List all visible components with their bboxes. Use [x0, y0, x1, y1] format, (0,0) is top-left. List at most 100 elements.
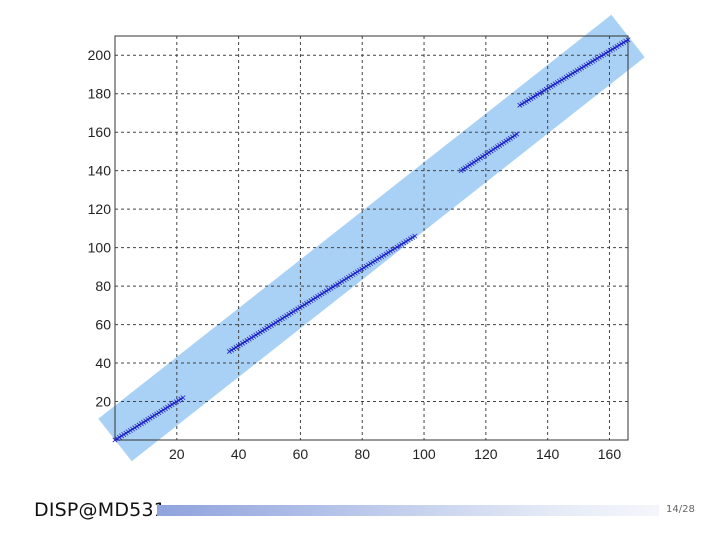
data-point: [180, 395, 186, 401]
data-point: [512, 133, 518, 139]
data-point: [379, 254, 385, 260]
data-point: [621, 40, 627, 46]
data-point: [156, 410, 162, 416]
data-point: [354, 269, 360, 275]
data-point: [583, 62, 589, 68]
plot-frame: [114, 35, 629, 441]
data-point: [112, 437, 118, 443]
data-point: [233, 344, 239, 350]
x-tick-label: 120: [474, 446, 498, 462]
data-point: [390, 247, 396, 253]
data-point: [257, 329, 263, 335]
data-point: [229, 347, 235, 353]
data-point: [169, 402, 175, 407]
data-point: [370, 259, 376, 265]
data-point: [171, 400, 177, 406]
data-point: [253, 332, 259, 338]
data-point: [505, 137, 511, 143]
data-point: [330, 284, 336, 290]
data-point: [363, 263, 369, 269]
data-point: [590, 58, 596, 64]
data-layer: [112, 37, 631, 443]
data-segment: [517, 37, 631, 108]
data-point: [585, 61, 591, 67]
data-point: [162, 406, 168, 412]
data-point: [601, 52, 607, 58]
tick-label-layer: 20 40 60 80 100 120 140 160 20 40 60 80 100 120 140 160…: [88, 47, 622, 462]
data-point: [352, 270, 358, 276]
y-tick-label: 20: [95, 394, 111, 410]
data-point: [368, 261, 374, 267]
data-point: [326, 287, 332, 293]
data-point: [127, 427, 133, 433]
data-point: [383, 251, 389, 257]
data-point: [612, 45, 618, 51]
data-point: [614, 44, 620, 50]
data-point: [361, 265, 367, 271]
data-point: [568, 72, 574, 78]
data-point: [130, 426, 136, 432]
data-point: [616, 42, 622, 48]
data-point: [407, 236, 413, 242]
data-point: [290, 309, 296, 315]
data-point: [143, 418, 149, 424]
data-point: [488, 148, 494, 154]
data-point: [548, 84, 554, 90]
data-point: [495, 144, 500, 150]
data-point: [350, 272, 356, 278]
data-point: [277, 317, 283, 323]
data-point: [565, 73, 571, 79]
data-point: [376, 255, 382, 261]
data-point: [284, 313, 290, 319]
data-point: [399, 241, 405, 247]
y-tick-label: 80: [95, 278, 111, 294]
data-point: [341, 277, 347, 283]
data-point: [149, 414, 155, 420]
data-point: [581, 64, 587, 70]
data-point: [116, 434, 122, 440]
data-point: [121, 432, 127, 438]
data-point: [475, 156, 481, 162]
data-point: [165, 404, 171, 410]
data-point: [530, 94, 536, 100]
data-point: [359, 266, 365, 272]
data-point: [147, 415, 153, 421]
data-point: [579, 65, 585, 71]
footer-decorative-bar: [157, 505, 659, 516]
data-point: [467, 162, 473, 168]
data-point: [242, 339, 248, 345]
data-point: [554, 80, 560, 86]
data-point: [482, 152, 488, 158]
data-point: [259, 328, 265, 334]
data-point: [119, 433, 125, 439]
data-point: [372, 258, 378, 264]
data-point: [537, 90, 543, 96]
data-point: [497, 142, 503, 148]
data-point: [552, 81, 558, 87]
data-point: [346, 274, 352, 280]
data-point: [178, 396, 184, 402]
data-point: [299, 303, 305, 309]
data-point: [132, 425, 138, 431]
data-point: [266, 324, 272, 330]
data-point: [458, 168, 464, 174]
y-tick-label: 160: [88, 124, 112, 140]
data-point: [587, 60, 593, 66]
data-point: [255, 331, 261, 337]
footer-brand: DISP@MD531: [34, 499, 167, 521]
data-point: [374, 256, 380, 262]
data-point: [403, 239, 409, 245]
data-point: [523, 98, 529, 104]
data-point: [365, 262, 371, 268]
data-point: [539, 89, 545, 95]
data-point: [486, 149, 492, 155]
data-point: [576, 66, 582, 72]
data-point: [532, 93, 538, 99]
x-tick-label: 160: [598, 446, 622, 462]
data-point: [251, 333, 257, 339]
data-point: [264, 325, 270, 331]
y-tick-label: 40: [95, 355, 111, 371]
data-point: [268, 322, 274, 328]
data-point: [519, 101, 525, 107]
data-point: [160, 407, 166, 413]
